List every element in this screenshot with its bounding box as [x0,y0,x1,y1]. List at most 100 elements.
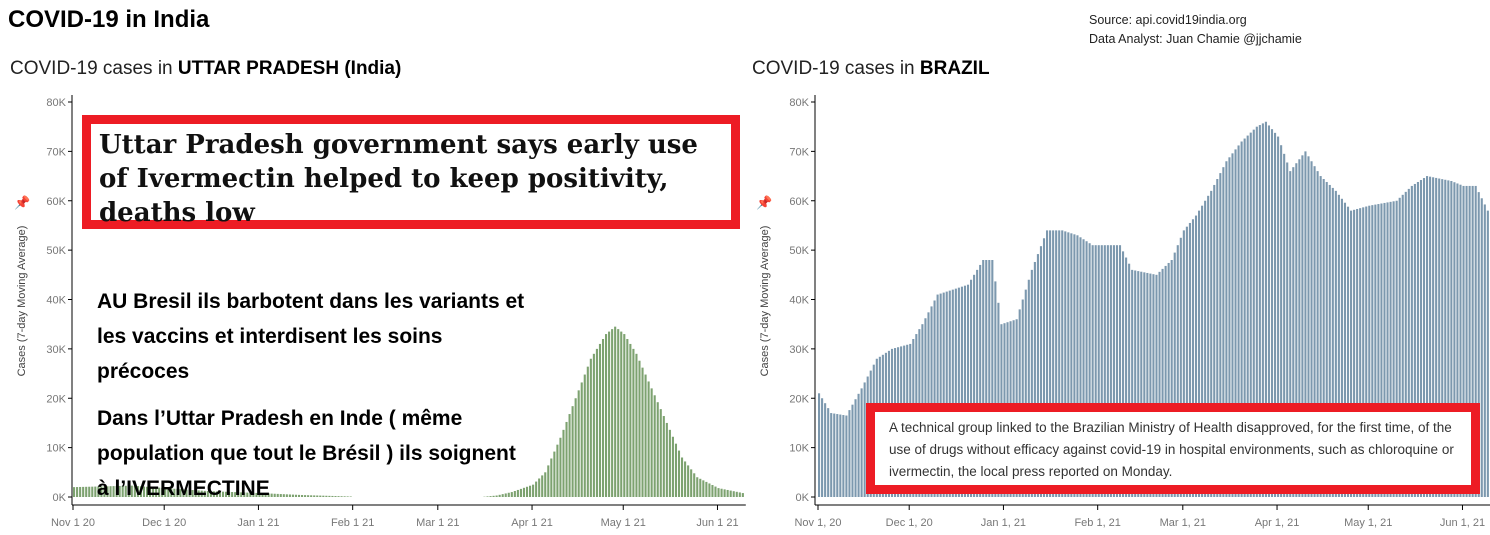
bar [176,488,179,497]
x-tick-label: Jan 1 21 [237,517,279,529]
bar [1350,210,1353,497]
y-tick-label: 80K [46,97,66,109]
bar [1267,125,1271,497]
bar [486,496,489,497]
bar [231,492,234,497]
bar [553,451,556,497]
bar [1170,260,1173,497]
bar [595,348,598,497]
bar [331,495,334,497]
pin-icon[interactable]: 📌 [14,195,31,210]
bar [243,492,246,497]
bar [1231,153,1234,497]
bar [963,285,967,497]
analyst-text: Data Analyst: Juan Chamie @jjchamie [1089,32,1302,46]
y-tick-label: 20K [789,393,809,405]
bar [1222,167,1225,498]
bar [589,358,592,497]
bar [328,495,331,497]
bar [696,477,699,497]
bar [1462,185,1465,497]
bar [1152,274,1155,497]
bar [106,486,109,497]
bar [197,490,200,497]
bar [225,491,228,497]
bar [1346,206,1350,498]
bar [1213,184,1216,497]
bar [1185,226,1188,497]
bar [261,493,264,497]
bar [255,492,258,497]
bar [1283,153,1286,497]
bar [1331,187,1334,497]
bar [976,269,979,497]
x-tick-label: Dec 1 20 [142,517,186,529]
bar [1407,188,1410,497]
bar [307,495,310,497]
bar [270,493,273,497]
bar [623,334,626,497]
bar [559,437,562,497]
bar [1198,210,1201,497]
bar [1097,245,1100,497]
bar [1207,195,1210,497]
bar [699,478,702,497]
x-tick-label: May 1 21 [601,517,646,529]
bar [209,491,212,497]
bar [191,490,194,497]
bar [577,390,580,497]
y-tick-label: 10K [46,443,66,455]
y-tick-label: 50K [789,245,809,257]
bar [1368,205,1371,497]
bar [1204,200,1207,497]
bar [228,491,231,497]
y-tick-label: 60K [46,196,66,208]
bar [1033,261,1036,497]
bar [103,486,106,497]
bar [1158,271,1161,497]
x-tick-label: Nov 1 20 [51,517,95,529]
bar [608,331,611,497]
bar [346,496,349,497]
y-tick-label: 40K [46,295,66,307]
bar [267,493,270,497]
bar [145,486,149,497]
bar [1103,245,1106,497]
bar [73,487,76,497]
bar [1292,167,1295,498]
bar [115,486,118,497]
bar [1140,271,1143,497]
bar [1313,166,1316,497]
bar [653,395,656,497]
x-tick-label: Mar 1 21 [416,517,459,529]
bar [638,360,641,497]
bar [945,291,948,497]
bar [550,458,553,497]
bar [203,490,206,497]
bar [580,382,583,497]
bar [611,329,614,497]
bar [1173,252,1176,497]
bar [507,492,510,497]
bar [85,486,88,497]
bar [1404,191,1407,498]
bar [1042,238,1046,497]
brazil-note-annotation: A technical group linked to the Brazilia… [866,403,1480,494]
bar [614,326,617,497]
bar [723,489,726,497]
bar [1085,241,1088,497]
chart-title-prefix: COVID-19 cases in [752,58,920,79]
bar [732,491,735,497]
bar [1319,176,1322,497]
bar [985,260,988,497]
bar [644,374,647,497]
x-tick-label: Jun 1, 21 [1440,517,1485,529]
bar [827,408,830,497]
bar [1389,201,1392,497]
bar [1377,204,1380,497]
bar [741,493,744,497]
bar [626,339,629,497]
bar [951,289,954,497]
pin-icon[interactable]: 📌 [756,195,773,210]
bar [112,486,115,497]
